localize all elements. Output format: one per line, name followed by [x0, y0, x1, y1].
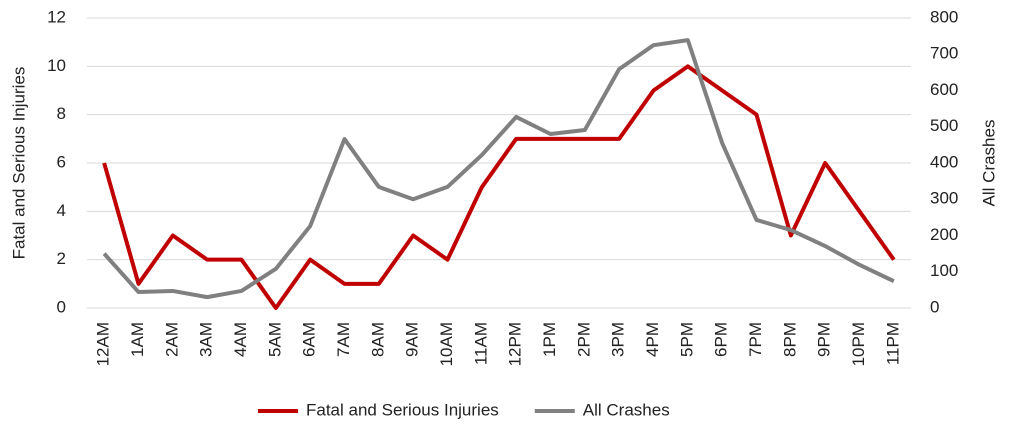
y-tick-label: 12: [47, 7, 66, 26]
y-tick-label: 2: [57, 249, 66, 268]
legend-label: All Crashes: [583, 400, 670, 419]
x-tick-label: 2PM: [574, 322, 593, 357]
x-tick-label: 11AM: [471, 322, 490, 365]
x-tick-label: 3PM: [609, 322, 628, 357]
y-tick-label: 6: [57, 152, 66, 171]
x-tick-label: 2AM: [162, 322, 181, 357]
x-tick-label: 4AM: [231, 322, 250, 357]
y-tick-label: 4: [57, 201, 66, 220]
x-tick-label: 10AM: [437, 322, 456, 366]
y-tick-label: 8: [57, 104, 66, 123]
y2-tick-label: 500: [930, 116, 958, 135]
x-tick-label: 10PM: [849, 322, 868, 366]
x-tick-label: 11PM: [883, 322, 902, 365]
y2-tick-label: 700: [930, 44, 958, 63]
x-tick-label: 6PM: [712, 322, 731, 357]
x-tick-label: 8AM: [368, 322, 387, 357]
x-tick-label: 12AM: [94, 322, 113, 366]
x-tick-label: 12PM: [506, 322, 525, 366]
x-tick-label: 1PM: [540, 322, 559, 357]
x-tick-label: 3AM: [197, 322, 216, 357]
x-tick-label: 8PM: [780, 322, 799, 357]
x-tick-label: 4PM: [643, 322, 662, 357]
y2-tick-label: 600: [930, 80, 958, 99]
line-series: [102, 38, 895, 300]
y2-tick-label: 100: [930, 261, 958, 280]
y2-tick-label: 300: [930, 189, 958, 208]
x-tick-label: 9AM: [403, 322, 422, 357]
x-tick-label: 1AM: [128, 322, 147, 357]
y2-axis-label: All Crashes: [979, 120, 998, 207]
y2-tick-label: 800: [930, 7, 958, 26]
y-axis-label: Fatal and Serious Injuries: [9, 67, 28, 260]
x-tick-label: 6AM: [300, 322, 319, 357]
y-tick-label: 10: [47, 56, 66, 75]
y2-tick-label: 200: [930, 225, 958, 244]
x-tick-label: 7AM: [334, 322, 353, 357]
legend-label: Fatal and Serious Injuries: [306, 400, 499, 419]
x-tick-label: 5AM: [265, 322, 284, 357]
y2-tick-label: 400: [930, 152, 958, 171]
x-tick-label: 7PM: [746, 322, 765, 357]
line-series: [102, 64, 896, 310]
x-tick-label: 5PM: [677, 322, 696, 357]
x-tick-label: 9PM: [815, 322, 834, 357]
y2-tick-label: 0: [930, 297, 939, 316]
y-tick-label: 0: [57, 297, 66, 316]
